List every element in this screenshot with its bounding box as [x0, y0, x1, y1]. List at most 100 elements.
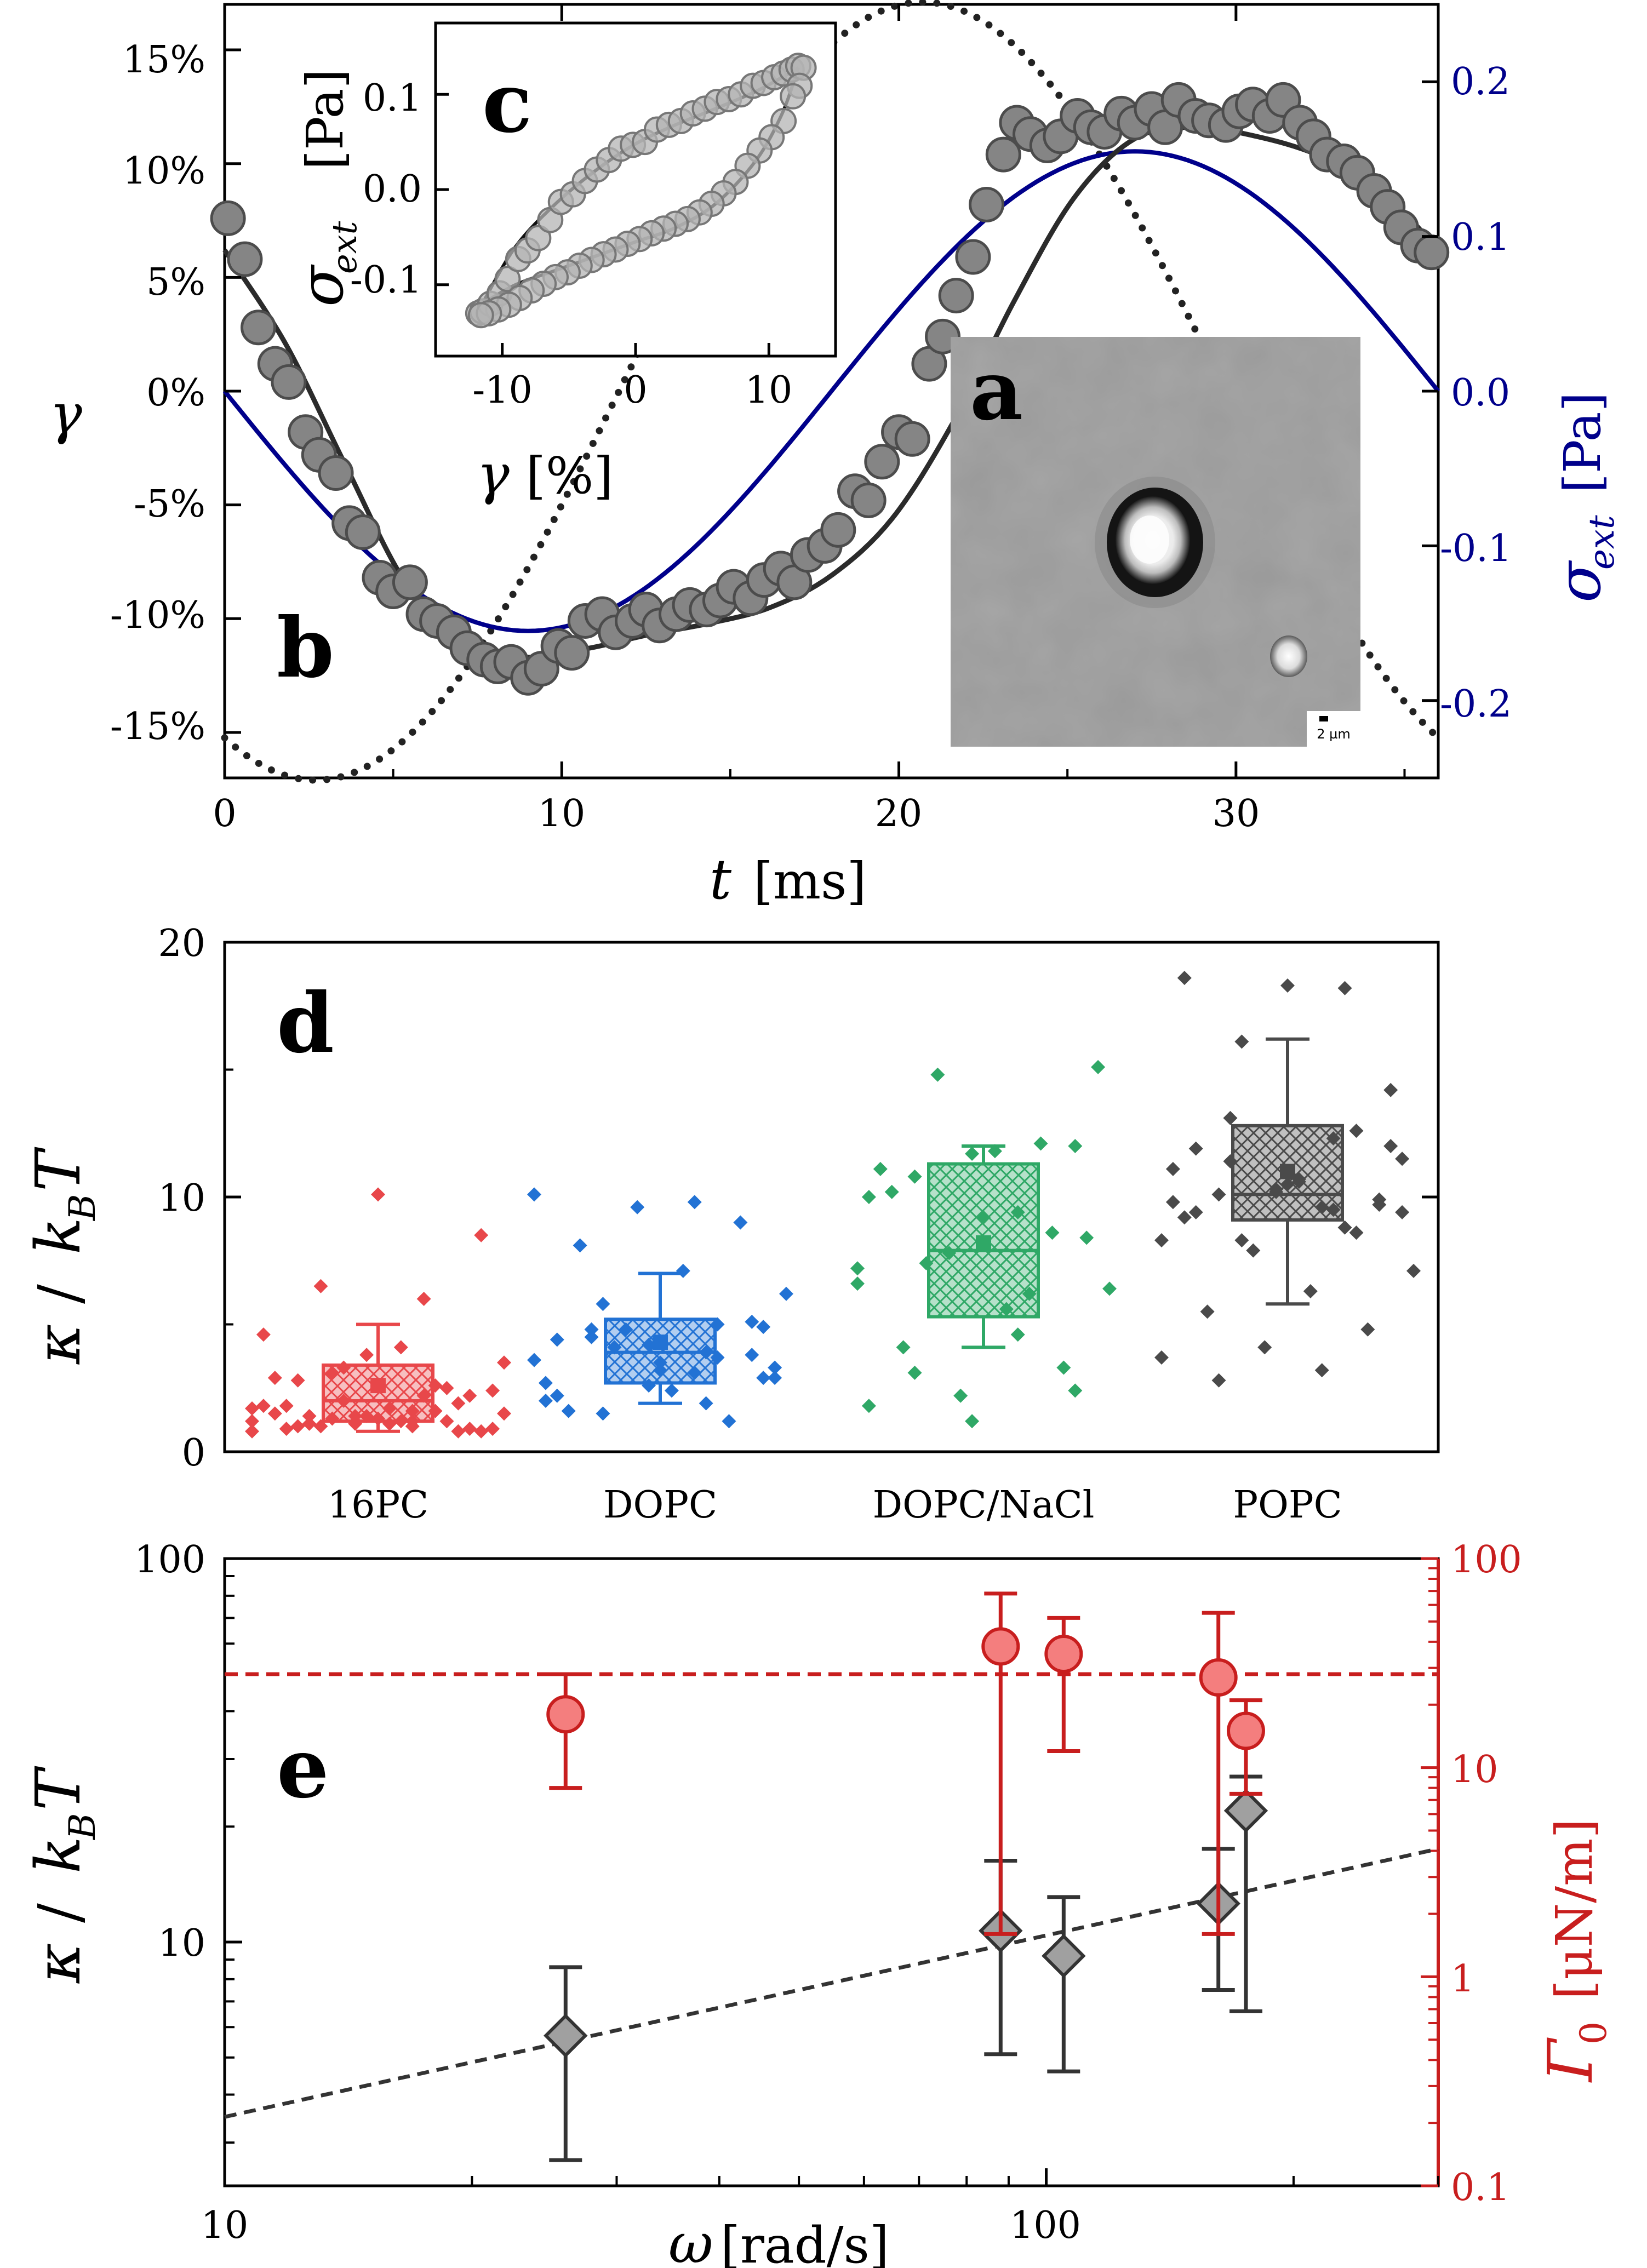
data-point — [279, 1422, 294, 1436]
data-point — [1165, 1195, 1180, 1210]
d-ytick: 20 — [158, 922, 205, 965]
b-xlabel-symbol: t — [710, 847, 732, 912]
panel-b-left-tick-labels: 15% 10% 5% 0% -5% -10% -15% — [110, 38, 205, 748]
data-point — [745, 1348, 759, 1362]
data-point — [1177, 971, 1192, 986]
loop-point — [467, 302, 494, 329]
data-point — [1337, 1220, 1352, 1235]
e-ylabel-k: k — [23, 1836, 94, 1874]
data-point — [756, 1371, 771, 1385]
data-point — [336, 1360, 351, 1375]
mean-marker — [653, 1335, 668, 1350]
data-point — [1154, 1350, 1169, 1365]
d-ylabel: κ / k B T — [23, 1147, 104, 1365]
data-point — [1045, 1225, 1060, 1240]
data-point — [359, 1408, 374, 1423]
b-xlabel-unit: [ms] — [753, 852, 866, 910]
loop-point — [780, 83, 807, 110]
data-point — [642, 1337, 656, 1352]
data-point — [474, 1424, 489, 1439]
data-point — [550, 1388, 564, 1403]
data-point — [710, 1350, 725, 1365]
scale-bar-label: 2 µm — [1317, 726, 1351, 742]
data-point — [768, 1371, 782, 1385]
panel-c-ticks — [436, 93, 770, 356]
strain-point — [345, 514, 381, 550]
e-ylabel-right: Γ 0 [μN/m] — [1535, 1819, 1615, 2083]
panel-e-ticks — [223, 1557, 1439, 2187]
data-point — [584, 1330, 599, 1344]
scale-bar-background — [1307, 711, 1360, 747]
data-point — [1246, 1243, 1261, 1258]
mean-marker — [976, 1235, 991, 1251]
data-point — [965, 1146, 980, 1161]
tension-point — [1044, 1635, 1083, 1674]
data-point — [1211, 1187, 1226, 1202]
strain-point — [554, 635, 590, 671]
data-point — [1010, 1327, 1025, 1342]
loop-point — [494, 266, 521, 293]
data-point — [687, 1195, 702, 1210]
category-label: DOPC — [603, 1484, 717, 1527]
rigidity-point — [544, 2013, 588, 2058]
data-point — [1291, 1175, 1306, 1189]
data-point — [1326, 1202, 1341, 1217]
data-point — [768, 1360, 782, 1375]
rigidity-power-law-line — [224, 1847, 1439, 2119]
data-point — [1314, 1363, 1329, 1378]
b-ytick-right: 0.1 — [1451, 216, 1510, 259]
data-point — [1102, 1281, 1117, 1296]
strain-point — [241, 310, 277, 346]
data-point — [722, 1414, 736, 1429]
panel-c: 0.1 0.0 -0.1 -10 0 10 γ [%] σ ext [Pa] c — [287, 21, 837, 506]
e-ylabel-T: T — [23, 1766, 94, 1811]
data-point — [699, 1345, 713, 1360]
data-point — [1280, 978, 1295, 993]
b-panel-letter: b — [277, 600, 334, 696]
e-ylabel-kappa: κ — [23, 1943, 94, 1984]
data-point — [1177, 1210, 1192, 1225]
data-point — [873, 1161, 888, 1176]
data-point — [1234, 1034, 1249, 1049]
data-point — [497, 1406, 511, 1421]
data-point — [619, 1322, 633, 1337]
c-ylabel-unit: [Pa] — [296, 69, 354, 170]
b-ylabel-left: γ — [49, 382, 82, 446]
scale-bar — [1319, 716, 1328, 721]
d-ylabel-sub: B — [61, 1194, 104, 1221]
strain-point — [318, 455, 354, 491]
data-point — [1383, 1083, 1398, 1097]
panel-e-frame — [223, 1557, 1440, 2187]
data-point — [1022, 1286, 1037, 1301]
strain-point — [850, 482, 887, 518]
data-point — [664, 1383, 679, 1398]
loop-point — [525, 225, 552, 251]
strain-point — [820, 512, 856, 548]
b-ylabel-right-sub: ext — [1582, 515, 1622, 570]
data-point — [1383, 1139, 1398, 1153]
b-ytick-left: -10% — [110, 594, 205, 637]
data-point — [561, 1404, 576, 1418]
data-point — [416, 1388, 431, 1403]
c-xtick: -10 — [472, 369, 533, 412]
strain-point — [894, 421, 930, 457]
data-point — [850, 1261, 865, 1276]
c-ylabel: σ ext [Pa] — [287, 69, 364, 307]
strain-point — [969, 186, 1005, 222]
c-xtick: 0 — [624, 369, 647, 412]
data-point — [451, 1424, 466, 1439]
data-point — [371, 1187, 385, 1202]
data-point — [290, 1373, 305, 1388]
e-xlabel-symbol: ω — [668, 2212, 713, 2268]
data-point — [733, 1215, 748, 1230]
data-point — [596, 1297, 610, 1311]
e-xtick: 100 — [1010, 2204, 1081, 2247]
data-point — [1033, 1136, 1048, 1151]
category-label: POPC — [1233, 1484, 1342, 1527]
b-ytick-left: 0% — [146, 371, 205, 415]
category-label: 16PC — [328, 1484, 428, 1527]
d-ylabel-kappa: κ — [23, 1324, 94, 1365]
tension-point — [1199, 1658, 1238, 1697]
data-point — [245, 1424, 259, 1439]
